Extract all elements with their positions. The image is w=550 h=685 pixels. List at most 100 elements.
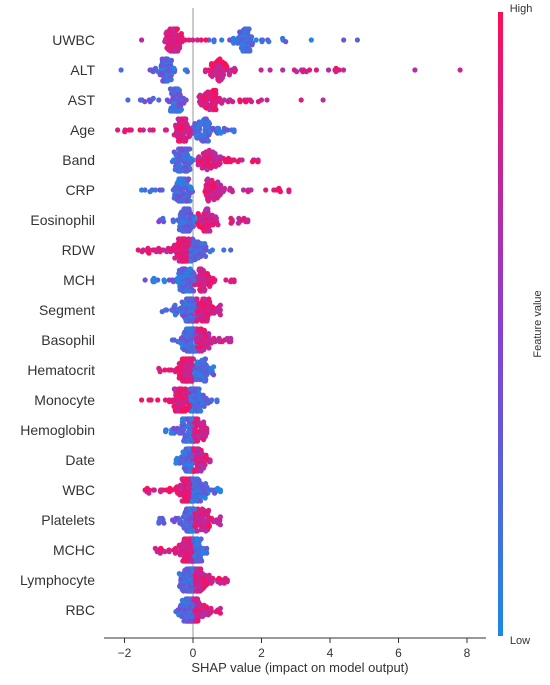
shap-point — [320, 97, 326, 103]
shap-point — [142, 277, 148, 283]
shap-point — [224, 579, 230, 585]
shap-point — [187, 386, 193, 392]
shap-point — [217, 302, 223, 308]
shap-point — [185, 566, 191, 572]
shap-point — [216, 162, 222, 168]
shap-point — [176, 571, 182, 577]
shap-point — [146, 490, 152, 496]
shap-point — [189, 558, 195, 564]
shap-point — [185, 498, 191, 504]
shap-point — [148, 397, 154, 403]
shap-point — [237, 29, 243, 35]
shap-point — [183, 317, 189, 323]
shap-point — [175, 241, 181, 247]
shap-point — [168, 430, 174, 436]
shap-point — [171, 386, 177, 392]
shap-point — [191, 272, 197, 278]
shap-point — [217, 610, 223, 616]
shap-point — [308, 37, 314, 43]
feature-label: Band — [62, 152, 95, 168]
shap-point — [294, 69, 300, 75]
shap-point — [184, 198, 190, 204]
shap-point — [195, 211, 201, 217]
shap-point — [187, 190, 193, 196]
shap-point — [179, 356, 185, 362]
shap-point — [147, 189, 153, 195]
shap-point — [201, 378, 207, 384]
shap-point — [210, 107, 216, 113]
shap-point — [215, 222, 221, 228]
shap-point — [209, 304, 216, 310]
shap-point — [151, 279, 157, 285]
shap-point — [157, 187, 163, 193]
shap-point — [242, 99, 249, 105]
shap-point — [341, 37, 347, 43]
feature-row-basophil — [169, 326, 234, 354]
shap-point — [172, 255, 178, 261]
feature-label: CRP — [65, 182, 95, 198]
colorbar-high-label: High — [510, 3, 533, 15]
shap-point — [190, 236, 196, 242]
shap-point — [178, 30, 184, 37]
shap-point — [202, 241, 208, 247]
feature-row-rdw — [135, 236, 234, 264]
shap-point — [162, 549, 168, 555]
shap-point — [333, 65, 339, 71]
shap-point — [179, 299, 185, 305]
shap-point — [196, 119, 202, 125]
x-axis: −2 0 2 4 6 8 — [104, 637, 486, 660]
shap-point — [159, 309, 165, 315]
shap-point — [206, 67, 212, 73]
shap-point — [170, 279, 176, 285]
shap-point — [188, 416, 194, 422]
shap-point — [156, 520, 162, 526]
shap-point — [193, 416, 199, 422]
colorbar-low-label: Low — [510, 635, 530, 647]
shap-point — [198, 536, 204, 542]
shap-point — [170, 219, 176, 225]
shap-point — [177, 520, 183, 526]
shap-point — [249, 34, 255, 40]
shap-point — [194, 528, 200, 534]
shap-point — [208, 487, 214, 493]
shap-point — [258, 67, 264, 73]
shap-point — [210, 575, 216, 582]
shap-point — [231, 40, 237, 46]
shap-point — [216, 78, 222, 84]
shap-point — [207, 107, 213, 113]
feature-row-age — [115, 116, 237, 144]
x-axis-title: SHAP value (impact on model output) — [191, 660, 408, 675]
shap-point — [223, 62, 229, 68]
shap-point — [169, 337, 175, 343]
shap-point — [152, 65, 159, 71]
shap-point — [230, 35, 236, 42]
shap-point — [194, 296, 200, 302]
shap-point — [180, 588, 187, 594]
shap-point — [197, 326, 203, 332]
shap-point — [214, 399, 220, 405]
shap-point — [211, 39, 217, 45]
shap-point — [182, 329, 188, 335]
feature-row-band — [169, 146, 261, 174]
shap-point — [174, 133, 180, 139]
shap-point — [192, 282, 198, 288]
shap-point — [179, 408, 185, 414]
shap-point — [215, 179, 221, 185]
shap-point — [178, 335, 184, 341]
shap-point — [199, 506, 205, 512]
shap-point — [280, 35, 286, 42]
shap-point — [179, 116, 185, 122]
shap-point — [185, 176, 191, 182]
shap-point — [193, 566, 199, 572]
shap-point — [187, 258, 193, 264]
shap-point — [194, 37, 200, 43]
shap-point — [162, 397, 168, 403]
shap-point — [228, 247, 234, 253]
shap-point — [197, 92, 203, 98]
shap-point — [171, 425, 177, 431]
shap-point — [249, 42, 255, 48]
shap-point — [201, 465, 207, 471]
shap-point — [225, 155, 231, 161]
